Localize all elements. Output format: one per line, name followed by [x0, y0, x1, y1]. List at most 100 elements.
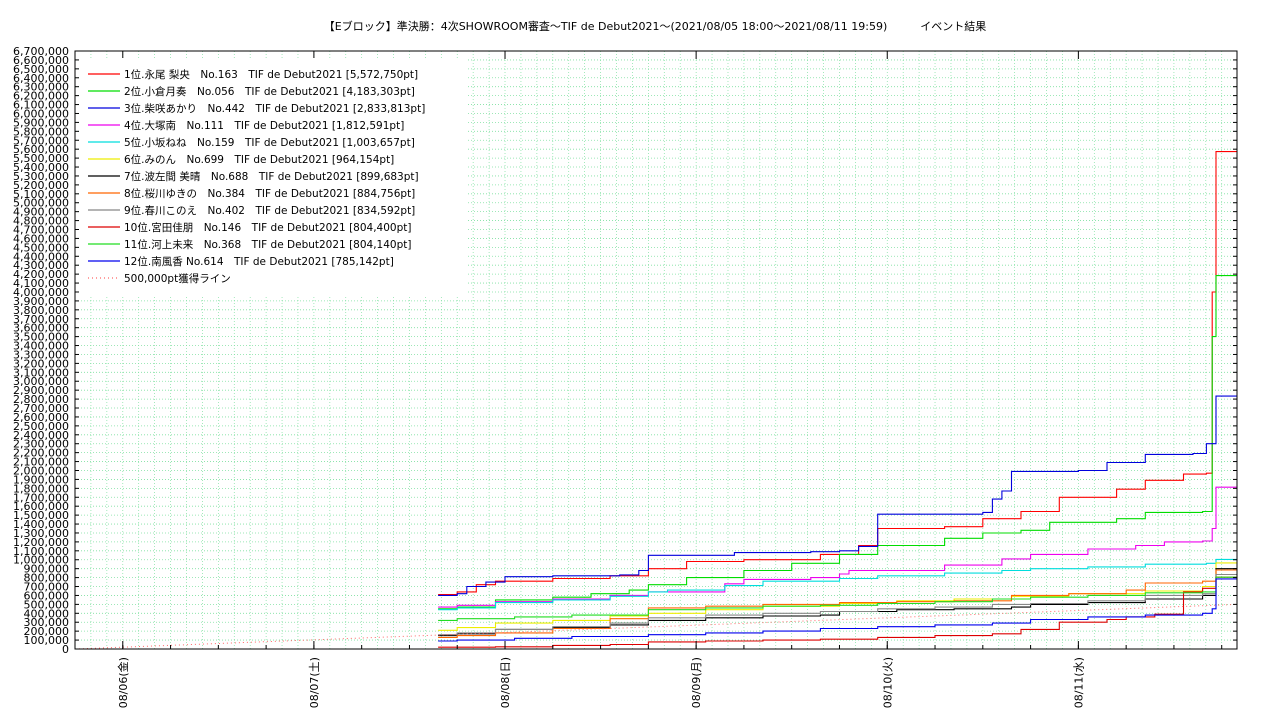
y-tick-label: 6,000,000 [13, 107, 69, 120]
y-tick-label: 1,200,000 [13, 536, 69, 549]
y-tick-label: 5,100,000 [13, 188, 69, 201]
y-tick-label: 5,400,000 [13, 161, 69, 174]
legend-entry: 2位.小倉月奏 No.056 TIF de Debut2021 [4,183,3… [124, 85, 415, 98]
plot-frame [74, 50, 1238, 650]
y-tick-label: 5,900,000 [13, 116, 69, 129]
y-tick-label: 300,000 [24, 616, 70, 629]
y-tick-label: 2,100,000 [13, 456, 69, 469]
series-line-10 [438, 576, 1237, 648]
x-tick-label: 08/09(月) [690, 657, 703, 708]
y-tick-label: 1,700,000 [13, 491, 69, 504]
y-tick-label: 2,800,000 [13, 393, 69, 406]
y-tick-label: 5,800,000 [13, 125, 69, 138]
series-lines [74, 151, 1238, 650]
x-tick-label: 08/08(日) [499, 657, 512, 708]
y-tick-label: 2,300,000 [13, 438, 69, 451]
y-tick-label: 200,000 [24, 625, 70, 638]
y-tick-label: 6,100,000 [13, 99, 69, 112]
y-tick-label: 800,000 [24, 572, 70, 585]
y-tick-label: 3,100,000 [13, 366, 69, 379]
y-tick-label: 6,700,000 [13, 45, 69, 58]
legend-entry: 6位.みのん No.699 TIF de Debut2021 [964,154p… [124, 153, 394, 166]
series-line-6 [438, 562, 1237, 631]
x-tick-label: 08/06(金) [116, 657, 130, 708]
y-tick-label: 1,600,000 [13, 500, 69, 513]
y-tick-label: 0 [62, 643, 69, 656]
y-tick-label: 3,200,000 [13, 357, 69, 370]
y-tick-label: 4,000,000 [13, 286, 69, 299]
legend-entry: 5位.小坂ねね No.159 TIF de Debut2021 [1,003,6… [124, 136, 415, 149]
y-tick-label: 2,400,000 [13, 429, 69, 442]
y-tick-label: 1,000,000 [13, 554, 69, 567]
legend-entry: 9位.春川このえ No.402 TIF de Debut2021 [834,59… [124, 204, 415, 217]
series-line-11 [438, 576, 1237, 621]
chart-title: 【Eブロック】準決勝：4次SHOWROOM審査〜TIF de Debut2021… [324, 19, 987, 33]
y-tick-label: 500,000 [24, 598, 70, 611]
y-tick-label: 3,300,000 [13, 348, 69, 361]
y-tick-label: 1,500,000 [13, 509, 69, 522]
y-tick-label: 6,200,000 [13, 90, 69, 103]
series-line-4 [438, 486, 1237, 608]
y-tick-label: 1,100,000 [13, 545, 69, 558]
y-tick-label: 700,000 [24, 581, 70, 594]
x-tick-label: 08/07(土) [308, 657, 321, 708]
legend-entry: 1位.永尾 梨央 No.163 TIF de Debut2021 [5,572,… [124, 68, 418, 81]
x-tick-label: 08/11(水) [1072, 657, 1085, 708]
y-tick-label: 3,600,000 [13, 322, 69, 335]
y-tick-label: 5,300,000 [13, 170, 69, 183]
y-tick-label: 4,300,000 [13, 259, 69, 272]
y-tick-label: 1,400,000 [13, 518, 69, 531]
y-tick-label: 4,100,000 [13, 277, 69, 290]
x-tick-label: 08/10(火) [881, 657, 894, 708]
y-tick-label: 4,500,000 [13, 241, 69, 254]
y-tick-label: 2,600,000 [13, 411, 69, 424]
y-tick-label: 400,000 [24, 607, 70, 620]
y-tick-label: 4,900,000 [13, 206, 69, 219]
legend-entry: 11位.河上未来 No.368 TIF de Debut2021 [804,14… [124, 238, 411, 251]
series-line-5 [438, 558, 1237, 611]
y-tick-label: 5,700,000 [13, 134, 69, 147]
y-tick-label: 1,900,000 [13, 473, 69, 486]
y-tick-label: 3,400,000 [13, 340, 69, 353]
y-tick-label: 4,800,000 [13, 215, 69, 228]
legend-entry: 4位.大塚南 No.111 TIF de Debut2021 [1,812,59… [124, 119, 404, 132]
series-line-8 [438, 569, 1237, 638]
legend-entry: 12位.南風香 No.614 TIF de Debut2021 [785,142… [124, 255, 394, 268]
y-tick-label: 2,500,000 [13, 420, 69, 433]
legend-entry: 500,000pt獲得ライン [124, 272, 231, 285]
grid [75, 51, 1237, 649]
series-line-1 [438, 151, 1237, 596]
y-tick-label: 4,200,000 [13, 268, 69, 281]
y-tick-label: 4,600,000 [13, 232, 69, 245]
legend: 1位.永尾 梨央 No.163 TIF de Debut2021 [5,572,… [80, 58, 468, 296]
legend-box [80, 58, 468, 296]
y-tick-label: 2,000,000 [13, 464, 69, 477]
y-tick-label: 5,000,000 [13, 197, 69, 210]
y-tick-label: 3,900,000 [13, 295, 69, 308]
series-line-9 [438, 573, 1237, 636]
y-tick-label: 100,000 [24, 634, 70, 647]
series-line-3 [438, 395, 1237, 596]
y-tick-label: 3,500,000 [13, 331, 69, 344]
y-tick-label: 600,000 [24, 589, 70, 602]
y-tick-label: 4,700,000 [13, 224, 69, 237]
y-tick-label: 6,600,000 [13, 54, 69, 67]
y-tick-label: 6,500,000 [13, 63, 69, 76]
axes: 0100,000200,000300,000400,000500,000600,… [13, 45, 1237, 708]
y-tick-label: 2,900,000 [13, 384, 69, 397]
legend-entry: 8位.桜川ゆきの No.384 TIF de Debut2021 [884,75… [124, 187, 415, 200]
y-tick-label: 5,200,000 [13, 179, 69, 192]
y-tick-label: 3,700,000 [13, 313, 69, 326]
legend-entry: 3位.柴咲あかり No.442 TIF de Debut2021 [2,833,… [124, 102, 425, 115]
legend-entry: 10位.宮田佳朋 No.146 TIF de Debut2021 [804,40… [124, 221, 411, 234]
y-tick-label: 6,400,000 [13, 72, 69, 85]
y-tick-label: 3,800,000 [13, 304, 69, 317]
y-tick-label: 5,500,000 [13, 152, 69, 165]
y-tick-label: 3,000,000 [13, 375, 69, 388]
y-tick-label: 5,600,000 [13, 143, 69, 156]
y-tick-label: 4,400,000 [13, 250, 69, 263]
y-tick-label: 2,700,000 [13, 402, 69, 415]
legend-entry: 7位.波左間 美晴 No.688 TIF de Debut2021 [899,6… [124, 170, 419, 183]
